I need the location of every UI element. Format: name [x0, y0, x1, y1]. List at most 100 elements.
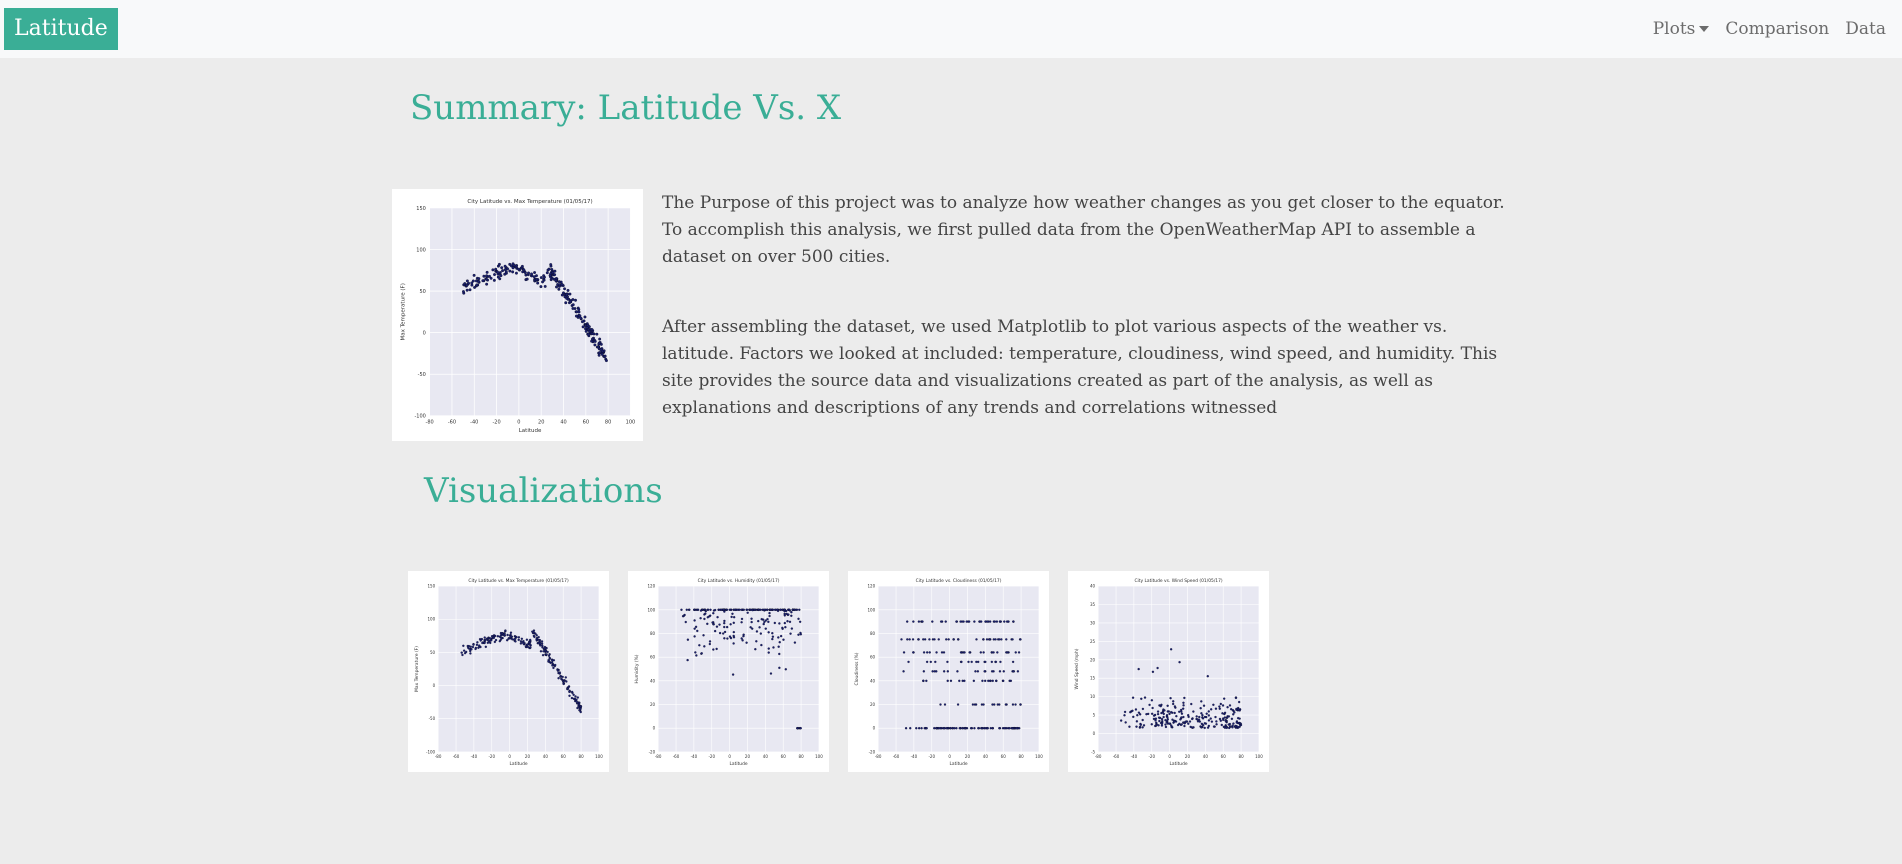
x-axis-label: Latitude — [519, 428, 542, 434]
data-point — [1226, 706, 1229, 709]
data-point — [718, 623, 721, 626]
data-point — [1152, 717, 1156, 721]
brand-link[interactable]: Latitude — [4, 8, 118, 50]
data-point — [1183, 724, 1186, 728]
data-point — [793, 641, 797, 644]
thumb-humidity-plot[interactable]: -80 -60 -40 -20 0 20 40 60 80 100 -20 0 20 40 60 80 100 1… — [628, 571, 829, 772]
data-point — [543, 284, 547, 288]
x-tick-label: 40 — [1203, 754, 1209, 759]
data-point — [712, 623, 715, 626]
data-point — [1187, 714, 1190, 717]
data-point — [1180, 723, 1183, 726]
y-tick-label: 80 — [870, 631, 876, 636]
data-point — [755, 640, 758, 643]
caret-down-icon — [1699, 26, 1710, 32]
data-point — [532, 629, 536, 632]
data-point — [1172, 720, 1176, 723]
data-point — [716, 616, 719, 619]
data-point — [973, 703, 977, 706]
data-point — [1173, 711, 1176, 715]
data-point — [1172, 702, 1175, 706]
main-temperature-plot[interactable]: -80 -60 -40 -20 0 20 40 60 80 100 -100 -50 0 50 100 150… — [392, 189, 643, 441]
data-point — [475, 283, 479, 287]
y-tick-label: -100 — [426, 749, 436, 754]
data-point — [1168, 712, 1171, 716]
x-tick-label: 100 — [1035, 754, 1043, 759]
data-point — [686, 658, 689, 662]
data-point — [746, 611, 749, 614]
data-point — [570, 690, 574, 694]
thumb-wind-speed-plot[interactable]: -80 -60 -40 -20 0 20 40 60 80 100 -5 0 5 10 15 20 25 30 35… — [1068, 571, 1269, 772]
data-point — [1173, 705, 1177, 708]
data-point — [723, 619, 726, 623]
y-axis-label: Max Temperature (F) — [414, 646, 420, 692]
data-point — [603, 354, 607, 358]
data-point — [574, 298, 577, 302]
x-tick-label: 100 — [1255, 754, 1263, 759]
data-point — [1197, 718, 1201, 721]
data-point — [1165, 714, 1169, 717]
data-point — [1207, 719, 1211, 722]
data-point — [1228, 704, 1232, 707]
x-tick-label: -60 — [673, 754, 680, 759]
data-point — [579, 705, 583, 708]
data-point — [706, 608, 710, 611]
nav-plots-dropdown[interactable]: Plots — [1653, 16, 1710, 42]
data-point — [967, 620, 971, 623]
data-point — [550, 267, 554, 271]
x-tick-label: 80 — [799, 754, 805, 759]
data-point — [961, 679, 964, 682]
data-point — [940, 651, 944, 654]
thumb-temperature-plot[interactable]: -80 -60 -40 -20 0 20 40 60 80 100 -100 -50 0 50 100 150… — [408, 571, 609, 772]
data-point — [1137, 667, 1140, 671]
data-point — [790, 614, 793, 617]
data-point — [482, 274, 486, 278]
data-point — [961, 727, 964, 730]
data-point — [1232, 722, 1235, 725]
data-point — [1011, 638, 1014, 641]
data-point — [1019, 703, 1022, 706]
data-point — [977, 660, 980, 664]
data-point — [986, 727, 989, 730]
wind-speed-thumb-scatter: -80 -60 -40 -20 0 20 40 60 80 100 -5 0 5 10 15 20 25 30 35… — [1074, 578, 1263, 767]
data-point — [928, 651, 931, 654]
y-tick-label: -20 — [649, 749, 656, 754]
x-tick-label: 40 — [983, 754, 989, 759]
data-point — [1009, 679, 1013, 682]
data-point — [958, 727, 961, 730]
data-point — [945, 638, 948, 641]
thumb-cloudiness-plot[interactable]: -80 -60 -40 -20 0 20 40 60 80 100 -20 0 20 40 60 80 100 1… — [848, 571, 1049, 772]
data-point — [539, 276, 543, 280]
data-point — [937, 638, 940, 641]
data-point — [990, 670, 994, 673]
data-point — [1223, 697, 1226, 700]
data-point — [1180, 710, 1183, 713]
data-point — [470, 281, 474, 285]
nav-data-link[interactable]: Data — [1845, 19, 1886, 39]
data-point — [706, 616, 709, 619]
data-point — [570, 696, 574, 700]
data-point — [764, 619, 767, 622]
data-point — [514, 271, 518, 275]
data-point — [1218, 707, 1221, 710]
data-point — [551, 659, 554, 662]
data-point — [1138, 713, 1142, 716]
data-point — [593, 339, 597, 343]
data-point — [751, 608, 754, 612]
data-point — [745, 641, 748, 644]
x-axis-label: Latitude — [949, 761, 967, 767]
x-tick-label: 60 — [561, 754, 567, 759]
visualizations-title: Visualizations — [424, 471, 663, 511]
data-point — [467, 281, 471, 285]
data-point — [568, 292, 572, 296]
data-point — [493, 273, 496, 276]
data-point — [539, 650, 543, 653]
data-point — [572, 693, 575, 696]
data-point — [921, 620, 924, 623]
data-point — [483, 636, 486, 639]
data-point — [1187, 722, 1190, 725]
data-point — [1203, 722, 1206, 725]
humidity-thumb-scatter: -80 -60 -40 -20 0 20 40 60 80 100 -20 0 20 40 60 80 100 1… — [634, 578, 823, 767]
nav-comparison-link[interactable]: Comparison — [1725, 19, 1830, 39]
data-point — [934, 660, 937, 664]
